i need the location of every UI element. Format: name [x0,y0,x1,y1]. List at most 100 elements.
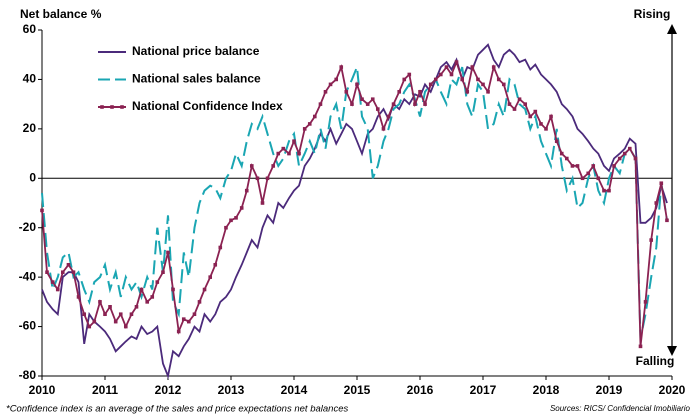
point-marker [418,89,422,94]
source: Sources: RICS/ Confidencial Imobiliario [550,404,691,413]
point-marker [643,300,648,304]
point-marker [139,287,144,292]
point-marker [265,176,270,181]
point-marker [334,77,339,82]
point-marker [287,151,291,156]
point-marker [580,176,585,181]
y-tick-label: -60 [19,319,37,333]
x-tick-label: 2010 [29,383,56,397]
point-marker [171,287,175,292]
point-marker [607,188,611,193]
point-marker [370,97,375,101]
point-marker [423,102,427,106]
legend-label: National sales balance [132,72,261,86]
point-marker [559,151,564,156]
point-marker [166,250,170,255]
point-marker [428,82,433,87]
point-marker [491,65,496,69]
point-marker [381,127,386,131]
point-marker [638,344,643,349]
point-marker [391,102,396,106]
point-marker [281,146,286,151]
point-marker [244,188,249,193]
point-marker [433,77,438,82]
x-tick-label: 2016 [407,383,434,397]
y-tick-label: -80 [19,368,37,382]
point-marker [323,89,328,94]
point-marker [602,188,606,193]
point-marker [123,324,128,329]
point-marker [60,270,65,274]
point-marker [476,77,480,82]
x-tick-label: 2017 [470,383,497,397]
rising-label: Rising [634,7,671,21]
point-marker [617,156,622,161]
point-marker [103,312,107,317]
point-marker [66,262,71,267]
point-marker [150,295,155,299]
point-marker [155,280,160,284]
point-marker [328,82,333,87]
point-marker [454,60,459,64]
point-marker [208,275,213,279]
point-marker [549,114,553,119]
point-marker [45,270,49,274]
point-marker [202,287,207,292]
point-marker [533,109,538,114]
point-marker [612,164,616,168]
point-marker [449,72,454,77]
point-marker [239,206,244,210]
point-marker [71,270,76,274]
point-marker [129,312,134,317]
point-marker [501,82,506,87]
point-marker [465,89,470,94]
point-marker [218,245,223,250]
x-tick-label: 2013 [218,383,245,397]
y-tick-label: 60 [23,22,37,36]
point-marker [407,72,412,77]
point-marker [92,319,97,324]
point-marker [665,218,669,223]
legend-marker [100,105,104,109]
point-marker [539,122,543,126]
point-marker [344,89,349,94]
point-marker [528,114,533,119]
point-marker [486,89,490,94]
y-axis-title: Net balance % [20,7,102,21]
point-marker [654,201,659,205]
point-marker [307,122,312,126]
point-marker [339,65,344,69]
y-tick-label: -20 [19,220,37,234]
y-tick-label: 20 [23,121,37,135]
point-marker [297,151,301,156]
series-line [41,43,668,380]
point-marker [176,329,181,334]
point-marker [55,287,60,292]
point-marker [145,300,150,304]
point-marker [76,295,81,299]
point-marker [249,164,254,168]
point-marker [271,164,276,168]
point-marker [460,77,465,82]
point-marker [554,139,559,144]
point-marker [564,156,569,161]
footnote: *Confidence index is an average of the s… [6,404,348,414]
point-marker [229,218,233,223]
point-marker [375,107,380,111]
point-marker [224,225,228,230]
point-marker [622,151,627,156]
point-marker [260,201,265,205]
point-marker [255,176,260,181]
point-marker [161,270,165,274]
point-marker [591,164,596,168]
point-marker [523,102,528,106]
falling-label: Falling [636,354,675,368]
point-marker [118,312,123,317]
point-marker [312,114,317,119]
point-marker [186,319,191,324]
point-marker [276,151,281,156]
point-marker [108,305,112,309]
point-marker [397,89,402,94]
point-marker [192,312,197,317]
